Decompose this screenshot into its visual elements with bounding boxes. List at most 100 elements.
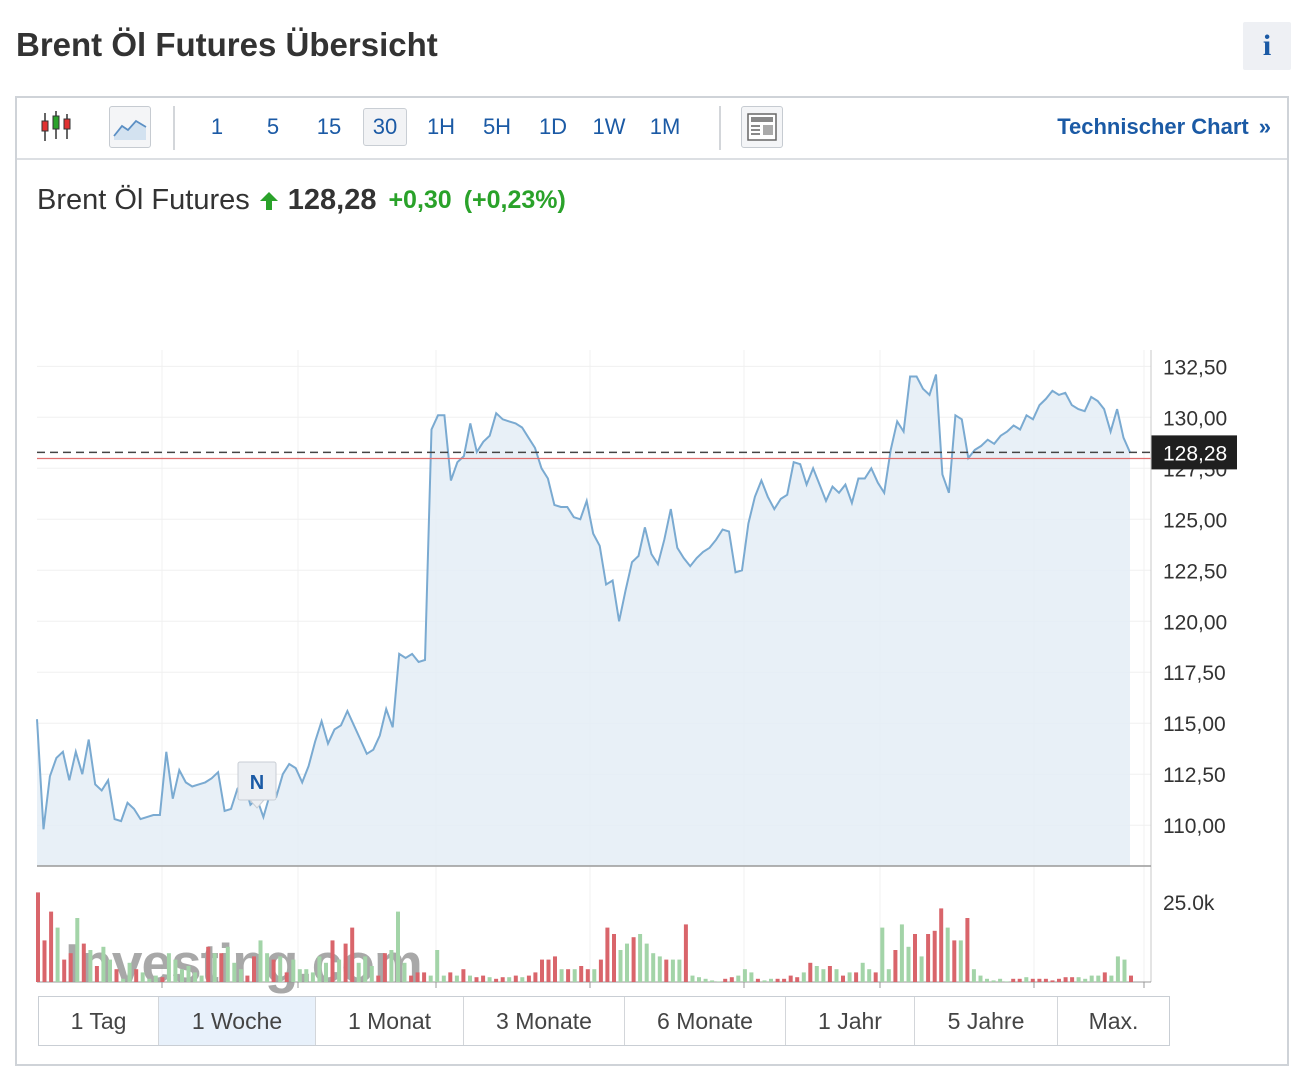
volume-bar xyxy=(677,959,682,982)
arrow-up-icon xyxy=(259,191,279,211)
interval-1m[interactable]: 1M xyxy=(649,114,681,139)
y-tick-label: 122,50 xyxy=(1163,560,1227,583)
price-area-fill xyxy=(37,374,1130,866)
volume-bar xyxy=(945,927,950,982)
chart-toolbar: 1 5 15 30 1H 5H 1D 1W 1M Technischer Chart » xyxy=(17,98,1287,160)
volume-bar xyxy=(494,978,499,982)
volume-bar xyxy=(729,977,734,982)
volume-bar xyxy=(258,940,263,982)
interval-1[interactable]: 1 xyxy=(210,114,224,139)
volume-bar xyxy=(448,972,453,982)
range-1-woche[interactable]: 1 Woche xyxy=(159,997,316,1045)
double-chevron-right-icon: » xyxy=(1258,114,1271,139)
volume-bar xyxy=(749,972,754,982)
volume-bar xyxy=(108,959,112,982)
volume-bar xyxy=(1096,975,1101,982)
current-price-box xyxy=(1151,435,1237,470)
y-tick-label: 117,50 xyxy=(1163,662,1226,685)
volume-bar xyxy=(166,953,171,982)
info-icon: i xyxy=(1262,29,1272,62)
candlestick-icon xyxy=(41,111,71,141)
volume-bar xyxy=(441,975,446,982)
volume-bar xyxy=(252,956,256,982)
volume-bar xyxy=(598,959,603,982)
volume-bar xyxy=(1043,978,1048,982)
interval-5h[interactable]: 5H xyxy=(482,114,512,139)
volume-bar xyxy=(886,969,891,982)
volume-bar xyxy=(487,977,492,982)
price-chart[interactable]: 132,50130,00127,50125,00122,50120,00117,… xyxy=(17,228,1287,998)
volume-bar xyxy=(579,966,584,982)
volume-bar xyxy=(160,977,165,982)
volume-bar xyxy=(415,972,420,982)
volume-bar xyxy=(1017,978,1022,982)
interval-5[interactable]: 5 xyxy=(266,114,280,139)
volume-bar xyxy=(860,962,865,982)
volume-bar xyxy=(520,977,525,982)
volume-bar xyxy=(893,950,898,982)
volume-bar xyxy=(278,956,283,982)
volume-bar xyxy=(1122,959,1127,982)
volume-bar xyxy=(127,962,132,982)
volume-bar xyxy=(468,975,472,982)
interval-15[interactable]: 15 xyxy=(316,114,342,139)
volume-bar xyxy=(42,940,47,982)
range-1-jahr[interactable]: 1 Jahr xyxy=(786,997,915,1045)
volume-bar xyxy=(971,969,976,982)
volume-bar xyxy=(369,966,374,982)
news-layout-button[interactable] xyxy=(741,106,783,148)
candlestick-chart-button[interactable] xyxy=(35,106,77,148)
range-max[interactable]: Max. xyxy=(1058,997,1169,1045)
volume-bar xyxy=(350,927,355,982)
volume-bar xyxy=(88,950,93,982)
interval-1w[interactable]: 1W xyxy=(592,114,626,139)
news-marker[interactable]: N xyxy=(250,772,264,794)
last-price: 128,28 xyxy=(287,184,377,216)
interval-1h[interactable]: 1H xyxy=(426,114,456,139)
range-3-monate[interactable]: 3 Monate xyxy=(464,997,625,1045)
interval-30[interactable]: 30 xyxy=(363,108,407,146)
volume-bar xyxy=(1050,980,1055,982)
volume-bar xyxy=(880,927,885,982)
volume-bar xyxy=(271,959,276,982)
y-tick-label: 112,50 xyxy=(1163,764,1226,787)
info-button[interactable]: i xyxy=(1243,22,1291,70)
volume-bar xyxy=(513,975,518,982)
volume-bar xyxy=(363,956,368,982)
volume-bar xyxy=(101,946,106,982)
volume-bar xyxy=(932,930,937,982)
volume-bar xyxy=(1102,972,1107,982)
interval-1d[interactable]: 1D xyxy=(538,114,568,139)
volume-bar xyxy=(1063,977,1068,982)
volume-bar xyxy=(814,966,819,982)
volume-bar xyxy=(533,972,538,982)
news-marker-pointer xyxy=(248,799,266,809)
volume-bar xyxy=(821,969,826,982)
volume-bar xyxy=(1024,977,1029,982)
volume-bar xyxy=(939,908,944,982)
volume-bar xyxy=(409,975,414,982)
range-6-monate[interactable]: 6 Monate xyxy=(625,997,786,1045)
volume-bar xyxy=(834,969,839,982)
volume-bar xyxy=(389,950,394,982)
toolbar-divider xyxy=(719,106,721,150)
range-5-jahre[interactable]: 5 Jahre xyxy=(915,997,1058,1045)
volume-bar xyxy=(68,953,73,982)
volume-bar xyxy=(284,972,289,982)
y-tick-label: 125,00 xyxy=(1163,509,1227,532)
volume-bar xyxy=(1070,977,1075,982)
volume-bar xyxy=(461,969,466,982)
volume-bar xyxy=(958,940,963,982)
technical-chart-link[interactable]: Technischer Chart » xyxy=(1057,114,1271,140)
volume-bar xyxy=(526,975,531,982)
range-1-tag[interactable]: 1 Tag xyxy=(39,997,159,1045)
range-1-monat[interactable]: 1 Monat xyxy=(316,997,464,1045)
volume-bar xyxy=(199,975,204,982)
volume-bar xyxy=(788,975,793,982)
area-chart-button[interactable] xyxy=(109,106,151,148)
volume-bar xyxy=(343,943,348,982)
volume-bar xyxy=(206,946,211,982)
volume-bar xyxy=(795,977,800,982)
volume-bar xyxy=(605,927,610,982)
volume-bar xyxy=(592,969,597,982)
